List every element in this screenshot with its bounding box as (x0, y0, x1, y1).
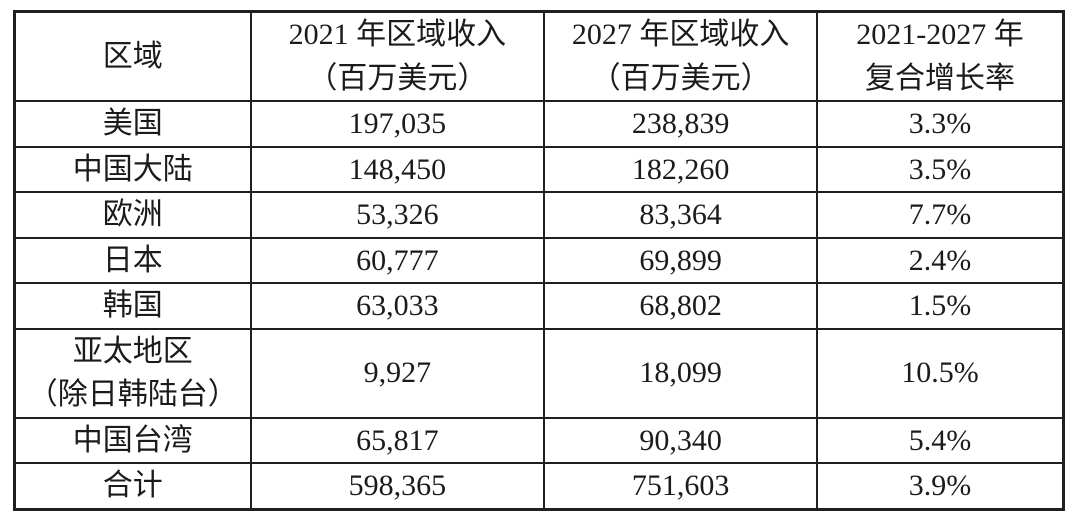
cell-revenue-2021: 65,817 (249, 416, 546, 464)
cell-region: 欧洲 (13, 191, 252, 239)
cell-region: 美国 (13, 100, 252, 148)
table-row-taiwan-china: 中国台湾 65,817 90,340 5.4% (13, 416, 1065, 464)
cell-cagr: 1.5% (815, 282, 1065, 330)
cell-cagr: 2.4% (815, 236, 1065, 284)
header-cell-revenue-2027: 2027 年区域收入 （百万美元） (543, 10, 818, 102)
cell-revenue-2027: 90,340 (543, 416, 818, 464)
cell-revenue-2027: 83,364 (543, 191, 818, 239)
cell-region: 中国大陆 (13, 145, 252, 193)
cell-revenue-2027: 68,802 (543, 282, 818, 330)
cell-region: 日本 (13, 236, 252, 284)
cell-cagr: 3.3% (815, 100, 1065, 148)
table-row-mainland-china: 中国大陆 148,450 182,260 3.5% (13, 145, 1065, 193)
cell-region: 韩国 (13, 282, 252, 330)
cell-revenue-2021: 197,035 (249, 100, 546, 148)
cell-revenue-2021: 63,033 (249, 282, 546, 330)
cell-revenue-2027: 18,099 (543, 327, 818, 419)
header-cell-cagr: 2021-2027 年 复合增长率 (815, 10, 1065, 102)
table-row-apac-other: 亚太地区 （除日韩陆台） 9,927 18,099 10.5% (13, 327, 1065, 419)
cell-revenue-2027: 69,899 (543, 236, 818, 284)
table-header-row: 区域 2021 年区域收入 （百万美元） 2027 年区域收入 （百万美元） 2… (13, 10, 1065, 102)
table-row-total: 合计 598,365 751,603 3.9% (13, 462, 1065, 510)
table-row-europe: 欧洲 53,326 83,364 7.7% (13, 191, 1065, 239)
cell-region: 亚太地区 （除日韩陆台） (13, 327, 252, 419)
cell-revenue-2021: 53,326 (249, 191, 546, 239)
cell-revenue-2027: 182,260 (543, 145, 818, 193)
table-row-japan: 日本 60,777 69,899 2.4% (13, 236, 1065, 284)
header-cell-revenue-2021: 2021 年区域收入 （百万美元） (249, 10, 546, 102)
cell-revenue-2027: 238,839 (543, 100, 818, 148)
regional-revenue-table: 区域 2021 年区域收入 （百万美元） 2027 年区域收入 （百万美元） 2… (13, 10, 1065, 511)
header-cell-region: 区域 (13, 10, 252, 102)
cell-cagr: 7.7% (815, 191, 1065, 239)
cell-revenue-2021: 598,365 (249, 462, 546, 510)
cell-region: 合计 (13, 462, 252, 510)
cell-cagr: 10.5% (815, 327, 1065, 419)
table-row-korea: 韩国 63,033 68,802 1.5% (13, 282, 1065, 330)
cell-revenue-2021: 9,927 (249, 327, 546, 419)
cell-revenue-2027: 751,603 (543, 462, 818, 510)
cell-cagr: 3.5% (815, 145, 1065, 193)
cell-revenue-2021: 60,777 (249, 236, 546, 284)
cell-region: 中国台湾 (13, 416, 252, 464)
cell-cagr: 3.9% (815, 462, 1065, 510)
cell-revenue-2021: 148,450 (249, 145, 546, 193)
regional-revenue-table-container: 区域 2021 年区域收入 （百万美元） 2027 年区域收入 （百万美元） 2… (13, 10, 1065, 511)
cell-cagr: 5.4% (815, 416, 1065, 464)
table-row-usa: 美国 197,035 238,839 3.3% (13, 100, 1065, 148)
